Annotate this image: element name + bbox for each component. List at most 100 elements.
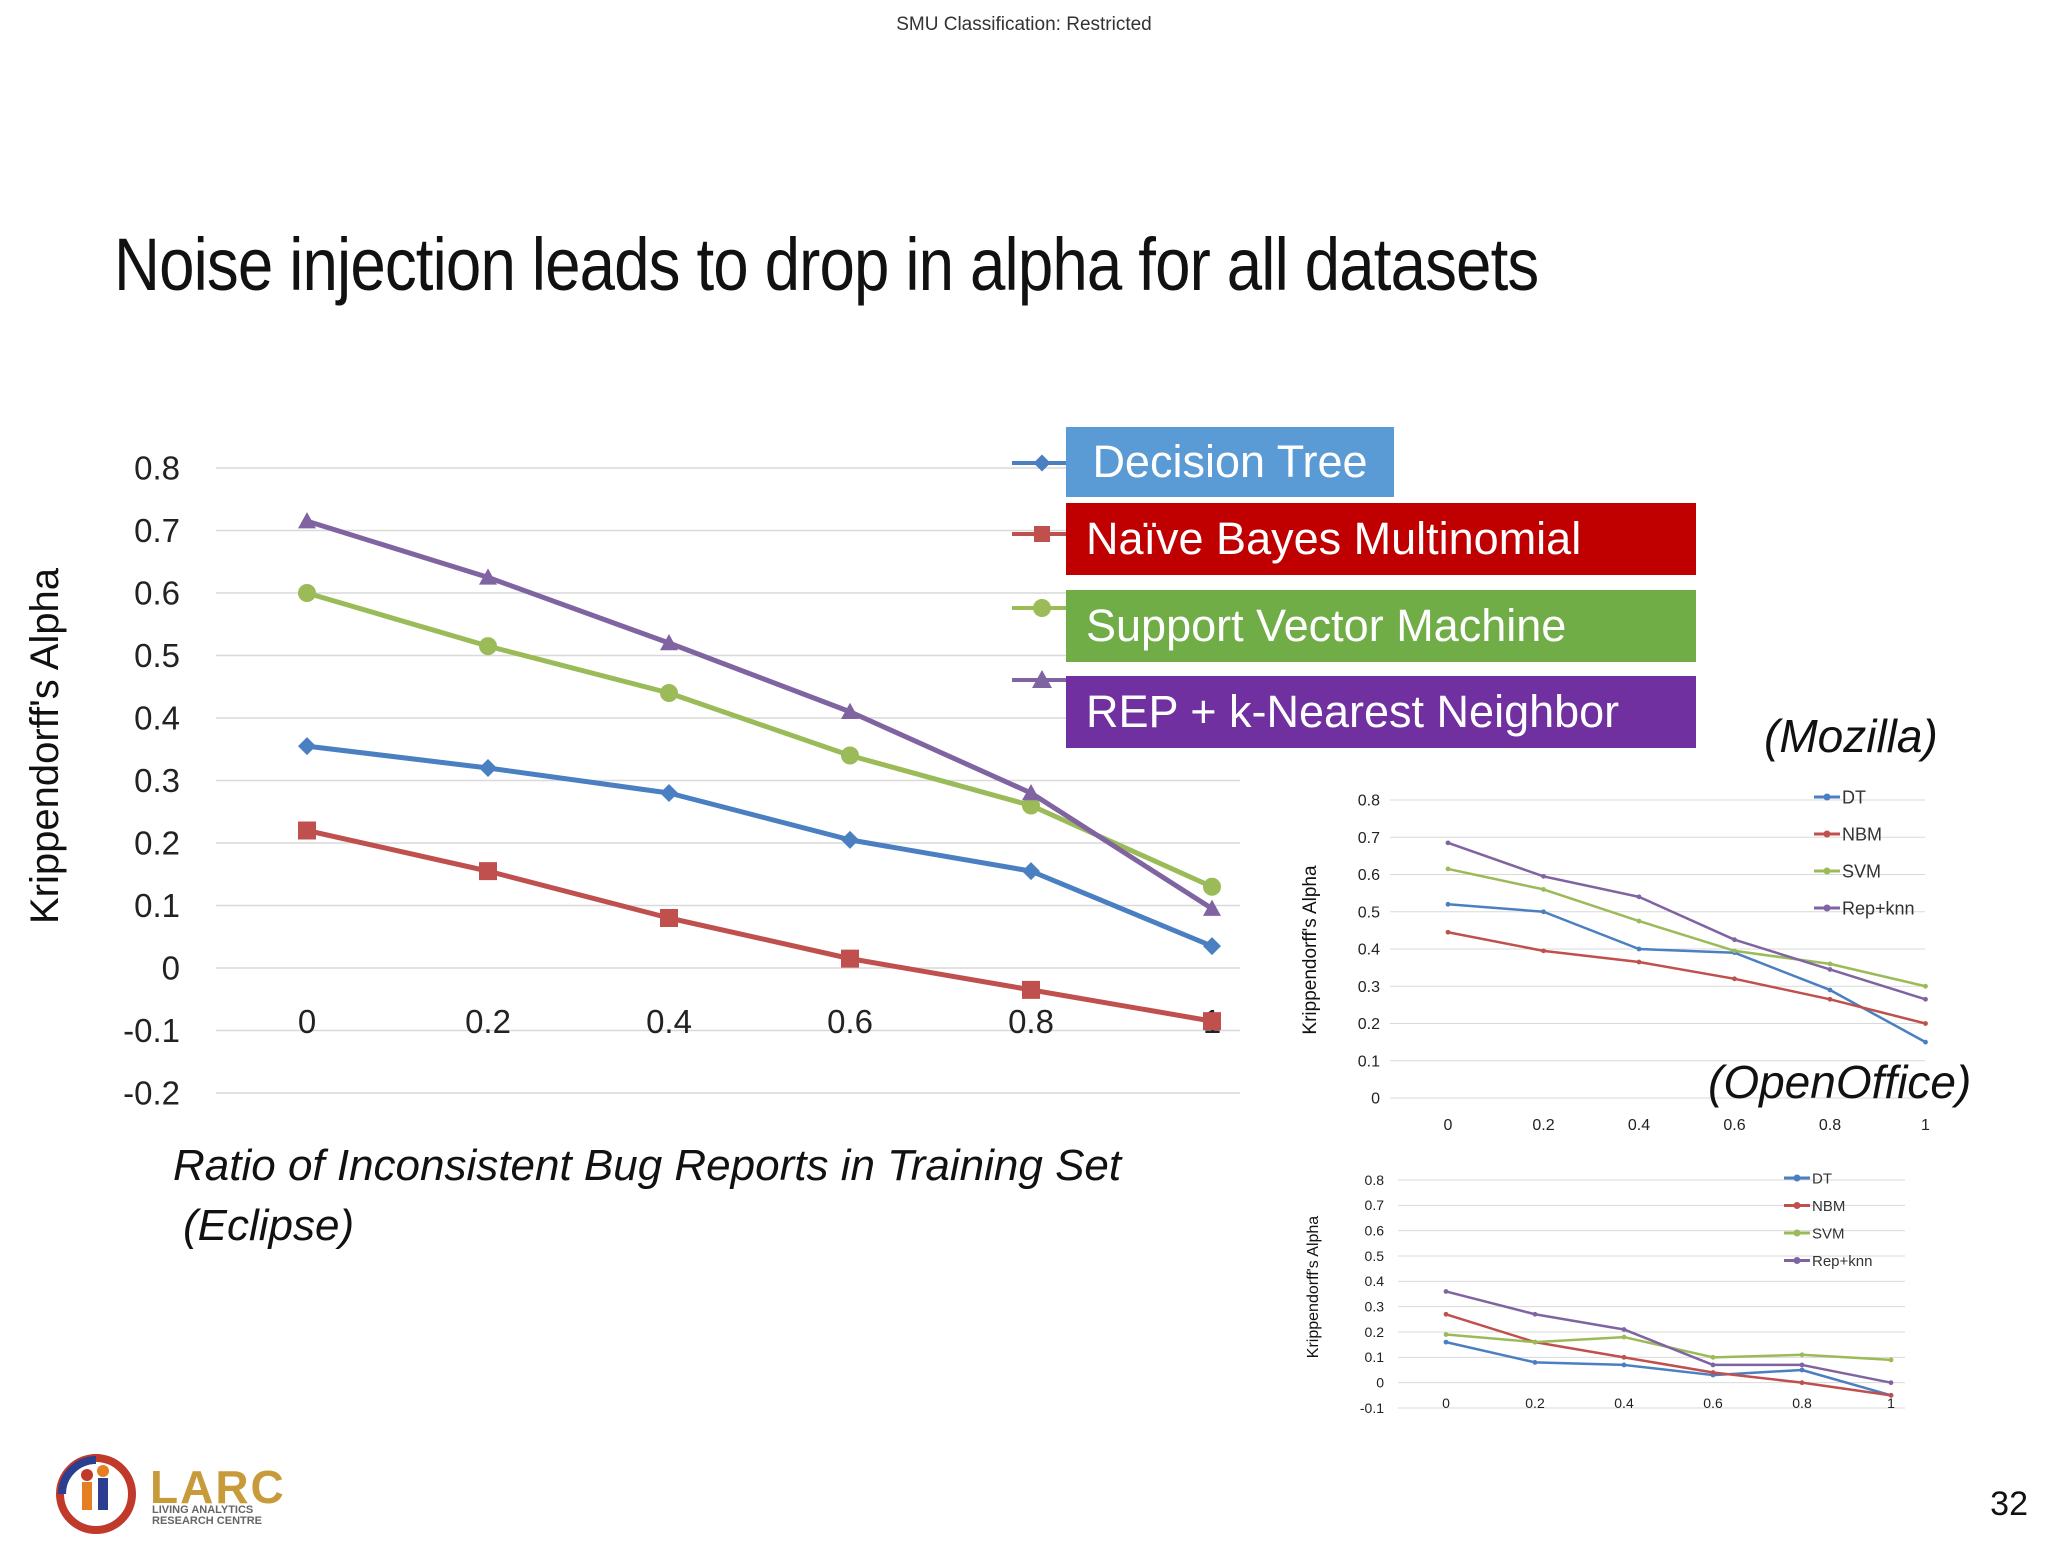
openoffice-series-svm-point (1710, 1354, 1716, 1360)
mozilla-y-tick-label: 0.2 (1358, 1016, 1380, 1033)
eclipse-series-knn-point (479, 568, 497, 585)
eclipse-series-knn-line (306, 518, 1214, 911)
eclipse-y-tick-label: 0.1 (134, 887, 180, 924)
eclipse-y-tick-label: 0.5 (134, 637, 180, 674)
mozilla-series-nbm-point (1541, 948, 1546, 954)
openoffice-legend-marker-dt (1793, 1174, 1801, 1182)
eclipse-series-nbm-point (298, 821, 316, 840)
openoffice-y-tick-label: 0.1 (1365, 1349, 1385, 1365)
classification-label: SMU Classification: Restricted (896, 14, 1152, 35)
openoffice-x-tick-label: 0.6 (1703, 1395, 1723, 1411)
mozilla-series-svm-point (1827, 961, 1833, 967)
eclipse-dataset-label: (Eclipse) (183, 1201, 354, 1250)
eclipse-x-tick-label: 0 (298, 1003, 316, 1040)
eclipse-series-knn-point (660, 634, 678, 651)
eclipse-x-tick-label: 0.4 (646, 1003, 692, 1040)
openoffice-series-knn-point (1443, 1289, 1449, 1294)
eclipse-series-svm-point (1203, 877, 1221, 896)
mozilla-series-nbm-line (1447, 931, 1926, 1025)
openoffice-legend-marker-knn (1793, 1257, 1801, 1264)
mozilla-series-svm-point (1445, 866, 1451, 872)
eclipse-y-tick-label: 0.7 (134, 512, 180, 549)
openoffice-legend-marker-svm (1793, 1229, 1801, 1237)
openoffice-series-nbm-point (1710, 1370, 1716, 1375)
eclipse-series-svm-point (298, 584, 316, 602)
mozilla-legend-marker-dt (1823, 793, 1831, 801)
eclipse-y-tick-label: -0.1 (123, 1012, 180, 1049)
mozilla-series-knn-point (1732, 937, 1737, 943)
legend-naive-bayes: Naïve Bayes Multinomial (1066, 503, 1696, 575)
mozilla-series-dt-point (1445, 901, 1451, 907)
openoffice-y-tick-label: 0.2 (1365, 1324, 1385, 1340)
mozilla-x-tick-label: 0.6 (1723, 1117, 1745, 1134)
openoffice-series-svm-point (1621, 1334, 1627, 1340)
eclipse-series-svm-point (660, 684, 678, 702)
eclipse-y-tick-label: 0.6 (134, 575, 180, 612)
mozilla-legend-marker-nbm (1823, 830, 1831, 838)
openoffice-x-tick-label: 0 (1442, 1395, 1450, 1411)
mozilla-series-svm-point (1636, 918, 1642, 924)
openoffice-series-dt-point (1532, 1360, 1538, 1365)
eclipse-series-dt-point (841, 830, 859, 849)
mozilla-series-nbm-point (1732, 976, 1737, 982)
mozilla-y-tick-label: 0.1 (1358, 1053, 1380, 1070)
eclipse-series-nbm-point (660, 909, 678, 927)
mozilla-series-knn-line (1447, 841, 1926, 1001)
mozilla-legend-label-svm: SVM (1842, 861, 1881, 881)
mozilla-series-dt-point (1827, 987, 1833, 993)
mozilla-series-svm-point (1923, 983, 1928, 989)
openoffice-y-tick-label: 0.7 (1365, 1197, 1385, 1213)
eclipse-series-nbm-point (841, 949, 859, 968)
openoffice-series-knn-point (1799, 1362, 1805, 1368)
openoffice-legend-label-svm: SVM (1812, 1225, 1845, 1242)
mozilla-y-tick-label: 0.5 (1358, 904, 1380, 921)
mozilla-x-tick-label: 0 (1444, 1117, 1453, 1134)
mozilla-y-tick-label: 0.8 (1358, 793, 1380, 810)
eclipse-series-svm-point (841, 746, 859, 765)
eclipse-series-knn-point (1022, 784, 1040, 801)
eclipse-series-nbm-point (479, 862, 497, 881)
mozilla-y-tick-label: 0.4 (1358, 942, 1380, 959)
openoffice-legend-label-dt: DT (1812, 1170, 1832, 1187)
eclipse-series-knn-point (298, 512, 316, 529)
mozilla-series-dt-point (1541, 909, 1546, 915)
logo-text: LARC (150, 1461, 286, 1513)
openoffice-series-svm-point (1799, 1352, 1805, 1358)
openoffice-dataset-label: (OpenOffice) (1708, 1056, 1971, 1108)
openoffice-series-nbm-point (1443, 1311, 1449, 1317)
mozilla-series-nbm-point (1923, 1021, 1928, 1026)
eclipse-series-nbm-point (1022, 980, 1040, 999)
openoffice-y-tick-label: -0.1 (1360, 1400, 1384, 1416)
legend-marker-nbm (1012, 526, 1068, 542)
openoffice-y-tick-label: 0.4 (1365, 1273, 1385, 1289)
eclipse-series-knn-point (841, 702, 859, 719)
eclipse-y-tick-label: 0.3 (134, 762, 180, 799)
legend-knn: REP + k-Nearest Neighbor (1066, 676, 1696, 748)
openoffice-series-dt-point (1799, 1367, 1805, 1373)
larc-logo-icon (56, 1454, 136, 1534)
openoffice-series-dt-point (1621, 1362, 1627, 1368)
openoffice-series-nbm-point (1799, 1380, 1805, 1386)
openoffice-series-dt-point (1443, 1339, 1449, 1345)
eclipse-y-tick-label: -0.2 (123, 1075, 180, 1112)
mozilla-series-svm-point (1732, 948, 1737, 954)
openoffice-y-tick-label: 0.6 (1365, 1223, 1385, 1239)
mozilla-series-dt-point (1923, 1039, 1928, 1045)
mozilla-series-knn-point (1636, 894, 1642, 900)
openoffice-series-svm-point (1532, 1339, 1538, 1345)
larc-logo (54, 1452, 284, 1536)
openoffice-y-axis-label: Krippendorff's Alpha (1305, 1216, 1322, 1359)
openoffice-x-tick-label: 1 (1887, 1395, 1895, 1411)
eclipse-x-tick-label: 0.6 (827, 1003, 873, 1040)
eclipse-series-dt-point (1203, 937, 1221, 956)
openoffice-series-knn-point (1888, 1380, 1894, 1386)
mozilla-series-knn-point (1827, 967, 1833, 972)
mozilla-x-tick-label: 0.4 (1628, 1117, 1650, 1134)
eclipse-y-tick-label: 0.8 (134, 450, 180, 487)
openoffice-x-tick-label: 0.2 (1525, 1395, 1545, 1411)
mozilla-y-tick-label: 0.6 (1358, 867, 1380, 884)
openoffice-x-tick-label: 0.4 (1614, 1395, 1634, 1411)
openoffice-legend-label-nbm: NBM (1812, 1198, 1845, 1215)
eclipse-y-axis-label: Krippendorff's Alpha (23, 567, 67, 924)
